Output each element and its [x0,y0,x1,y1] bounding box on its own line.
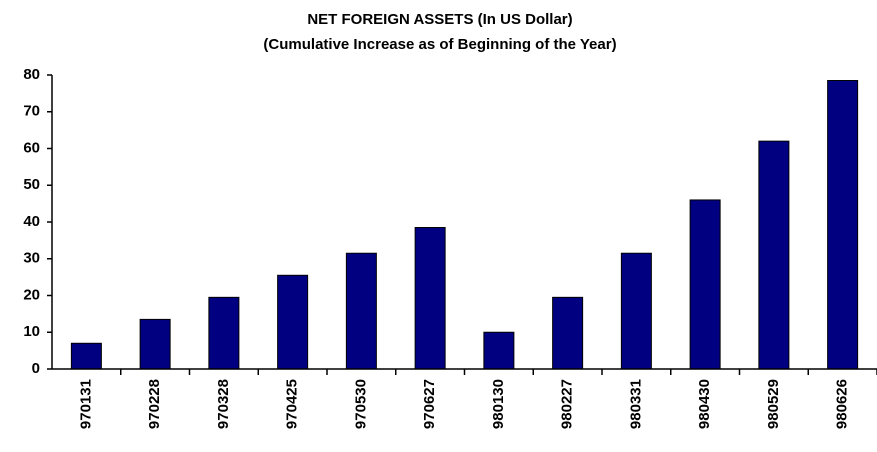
x-tick-label: 970228 [146,379,163,429]
x-tick-label: 970131 [77,379,94,429]
x-tick-label: 980227 [559,379,576,429]
bar [345,252,377,370]
y-tick-label: 80 [23,66,40,83]
y-tick-label: 60 [23,139,40,156]
bar [827,80,859,370]
y-tick-label: 30 [23,250,40,267]
y-tick-label: 70 [23,103,40,120]
x-tick-label: 970328 [215,379,232,429]
y-tick-label: 40 [23,213,40,230]
y-tick-label: 20 [23,286,40,303]
y-tick-label: 50 [23,176,40,193]
x-tick-label: 980331 [627,379,644,429]
x-tick-label: 970627 [421,379,438,429]
bar [208,296,240,370]
x-tick-label: 980529 [765,379,782,429]
bar [414,227,446,370]
y-tick-label: 10 [23,323,40,340]
bar [277,274,309,370]
bar [552,296,584,370]
x-tick-label: 980130 [490,379,507,429]
bar [139,318,171,370]
y-tick-label: 0 [32,360,40,377]
x-tick-label: 980430 [696,379,713,429]
x-tick-label: 970425 [284,379,301,429]
bar [70,342,102,370]
x-tick-label: 980626 [834,379,851,429]
chart-title: NET FOREIGN ASSETS (In US Dollar) [307,11,572,28]
bar [483,331,515,370]
x-tick-label: 970530 [352,379,369,429]
bar [620,252,652,370]
bar [689,199,721,370]
bar [758,140,790,370]
chart-subtitle: (Cumulative Increase as of Beginning of … [263,36,616,53]
